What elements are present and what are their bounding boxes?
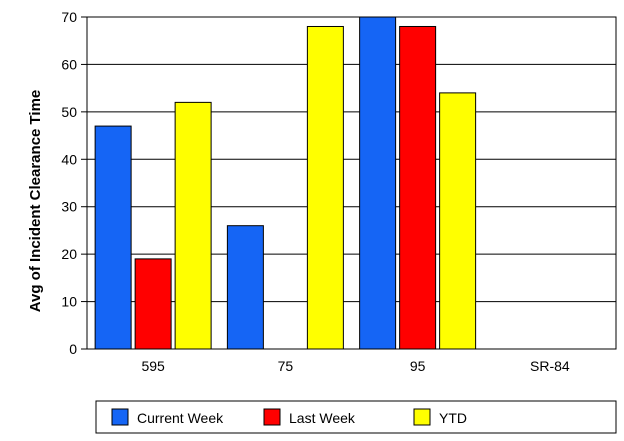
y-axis-title: Avg of Incident Clearance Time [27,90,44,313]
bar-ytd-595 [174,101,212,350]
bar-current-week-75 [226,225,264,350]
plot-frame [86,16,617,350]
legend-box [95,400,617,434]
bar-current-week-95 [359,16,397,350]
legend-label: Current Week [137,410,224,426]
y-tick-label: 70 [61,9,77,25]
legend-label: Last Week [289,410,356,426]
x-tick-label: 75 [278,358,294,374]
bar-last-week-95 [399,25,437,350]
y-tick-label: 40 [61,151,77,167]
y-tick-label: 60 [61,56,77,72]
y-axis-ticks: 0 10 20 30 40 50 60 70 [61,9,87,357]
plot-area-frame [86,16,617,350]
y-tick-label: 20 [61,246,77,262]
bar-current-week-595 [94,125,132,350]
bar-ytd-75 [306,25,344,350]
x-tick-label: 595 [141,358,165,374]
bar-last-week-595 [134,258,172,350]
x-tick-label: 95 [410,358,426,374]
legend-label: YTD [439,410,467,426]
legend-swatch [263,408,281,426]
legend: Current Week Last Week YTD [95,400,617,434]
y-tick-label: 30 [61,199,77,215]
bars [94,16,477,350]
x-tick-label: SR-84 [530,358,570,374]
legend-swatch [111,408,129,426]
x-axis-ticks: 595 75 95 SR-84 [141,358,569,374]
y-tick-label: 10 [61,294,77,310]
legend-swatch [413,408,431,426]
bar-ytd-95 [439,92,477,350]
y-tick-label: 0 [69,341,77,357]
y-tick-label: 50 [61,104,77,120]
